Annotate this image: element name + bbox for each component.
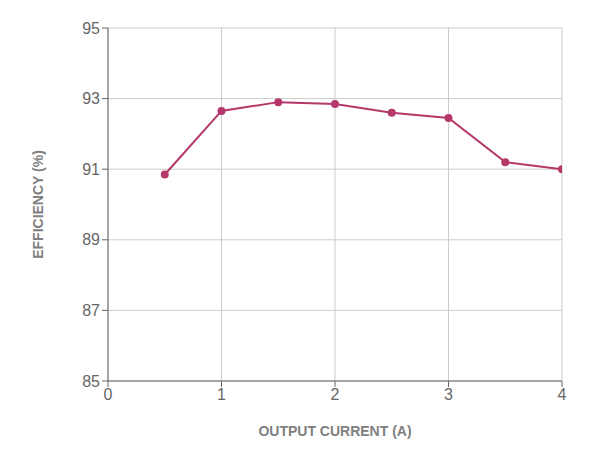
svg-text:1: 1 — [217, 386, 226, 403]
svg-text:95: 95 — [82, 20, 100, 37]
svg-text:EFFICIENCY (%): EFFICIENCY (%) — [30, 150, 46, 259]
svg-text:3: 3 — [444, 386, 453, 403]
svg-text:93: 93 — [82, 90, 100, 107]
svg-text:4: 4 — [558, 386, 567, 403]
svg-text:89: 89 — [82, 231, 100, 248]
svg-text:OUTPUT CURRENT (A): OUTPUT CURRENT (A) — [258, 423, 411, 439]
svg-text:87: 87 — [82, 302, 100, 319]
svg-text:0: 0 — [104, 386, 113, 403]
svg-text:2: 2 — [331, 386, 340, 403]
svg-text:85: 85 — [82, 373, 100, 390]
svg-text:91: 91 — [82, 161, 100, 178]
